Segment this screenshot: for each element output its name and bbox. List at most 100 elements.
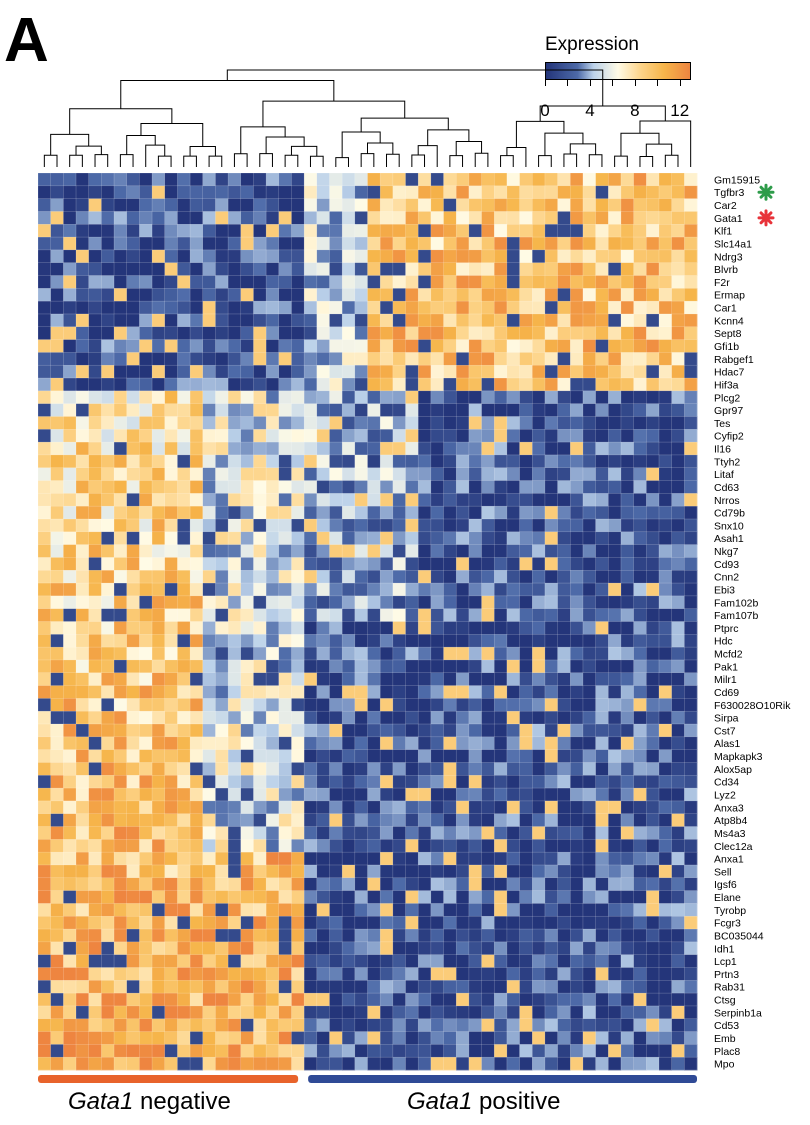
- heatmap-cell: [570, 595, 584, 610]
- heatmap-cell: [380, 416, 394, 430]
- heatmap-cell: [329, 416, 343, 430]
- heatmap-cell: [380, 326, 394, 340]
- heatmap-cell: [354, 1018, 368, 1032]
- heatmap-cell: [76, 326, 90, 340]
- heatmap-cell: [392, 326, 406, 340]
- heatmap-cell: [380, 980, 394, 994]
- heatmap-cell: [329, 1005, 343, 1020]
- heatmap-cell: [50, 762, 64, 776]
- heatmap-cell: [63, 211, 77, 225]
- heatmap-cell: [240, 826, 254, 840]
- heatmap-cell: [544, 531, 558, 546]
- heatmap-cell: [646, 339, 660, 353]
- heatmap-cell: [126, 762, 140, 776]
- heatmap-cell: [240, 839, 254, 853]
- heatmap-cell: [456, 198, 470, 212]
- heatmap-cell: [506, 916, 520, 930]
- heatmap-cell: [266, 313, 280, 328]
- heatmap-cell: [202, 416, 216, 430]
- heatmap-cell: [177, 531, 191, 546]
- heatmap-cell: [633, 788, 647, 802]
- legend-tick-label: 8: [630, 101, 640, 120]
- heatmap-cell: [190, 595, 204, 610]
- heatmap-cell: [392, 339, 406, 353]
- heatmap-cell: [88, 941, 102, 956]
- heatmap-cell: [291, 544, 305, 558]
- heatmap-cell: [494, 262, 508, 276]
- heatmap-cell: [468, 480, 482, 494]
- heatmap-cell: [633, 326, 647, 340]
- heatmap-cell: [380, 506, 394, 520]
- heatmap-cell: [126, 429, 140, 443]
- heatmap-cell: [342, 634, 356, 648]
- heatmap-cell: [139, 493, 153, 507]
- heatmap-cell: [481, 339, 495, 353]
- heatmap-cell: [101, 1005, 115, 1020]
- heatmap-cell: [658, 659, 673, 674]
- heatmap-cell: [481, 378, 495, 392]
- heatmap-cell: [532, 518, 546, 533]
- heatmap-cell: [456, 890, 470, 904]
- heatmap-cell: [215, 352, 229, 366]
- heatmap-cell: [101, 800, 115, 815]
- heatmap-cell: [570, 659, 584, 674]
- heatmap-cell: [329, 339, 343, 353]
- heatmap-cell: [38, 800, 52, 815]
- heatmap-cell: [177, 403, 191, 417]
- heatmap-cell: [468, 659, 482, 674]
- heatmap-cell: [658, 518, 673, 533]
- heatmap-cell: [506, 506, 520, 520]
- heatmap-cell: [63, 1018, 77, 1032]
- heatmap-cell: [354, 518, 368, 533]
- heatmap-cell: [50, 967, 64, 981]
- heatmap-cell: [443, 352, 457, 366]
- heatmap-cell: [253, 1044, 267, 1058]
- heatmap-cell: [38, 275, 52, 289]
- heatmap-cell: [304, 288, 318, 302]
- heatmap-cell: [392, 1031, 406, 1045]
- heatmap-cell: [671, 647, 685, 661]
- heatmap-cell: [304, 1057, 318, 1071]
- heatmap-cell: [240, 929, 254, 943]
- heatmap-cell: [228, 249, 242, 264]
- heatmap-cell: [50, 288, 64, 302]
- heatmap-cell: [532, 608, 546, 622]
- heatmap-cell: [266, 916, 280, 930]
- heatmap-cell: [215, 301, 229, 315]
- heatmap-cell: [240, 544, 254, 558]
- heatmap-cell: [557, 595, 571, 610]
- heatmap-cell: [658, 429, 673, 443]
- heatmap-cell: [342, 724, 356, 738]
- heatmap-cell: [608, 288, 622, 302]
- heatmap-cell: [342, 506, 356, 520]
- heatmap-cell: [392, 621, 406, 635]
- heatmap-cell: [228, 800, 242, 815]
- heatmap-cell: [418, 877, 432, 891]
- heatmap-cell: [76, 967, 90, 981]
- heatmap-cell: [392, 1044, 406, 1058]
- dendrogram-branch: [233, 153, 248, 167]
- heatmap-cell: [608, 775, 622, 789]
- heatmap-cell: [278, 595, 292, 610]
- heatmap-cell: [190, 800, 204, 815]
- heatmap-cell: [532, 890, 546, 904]
- heatmap-cell: [253, 621, 267, 635]
- heatmap-cell: [164, 929, 178, 943]
- heatmap-cell: [114, 775, 128, 789]
- heatmap-cell: [405, 185, 419, 200]
- heatmap-cell: [646, 890, 660, 904]
- heatmap-cell: [684, 467, 698, 481]
- heatmap-cell: [354, 185, 368, 200]
- heatmap-cell: [278, 864, 292, 879]
- heatmap-cell: [532, 326, 546, 340]
- heatmap-cell: [418, 211, 432, 225]
- heatmap-cell: [620, 390, 635, 405]
- heatmap-cell: [506, 352, 520, 366]
- heatmap-cell: [126, 442, 140, 456]
- heatmap-cell: [50, 698, 64, 712]
- heatmap-cell: [608, 198, 622, 212]
- heatmap-cell: [202, 672, 216, 686]
- heatmap-cell: [329, 326, 343, 340]
- heatmap-cell: [50, 531, 64, 546]
- heatmap-cell: [544, 877, 558, 891]
